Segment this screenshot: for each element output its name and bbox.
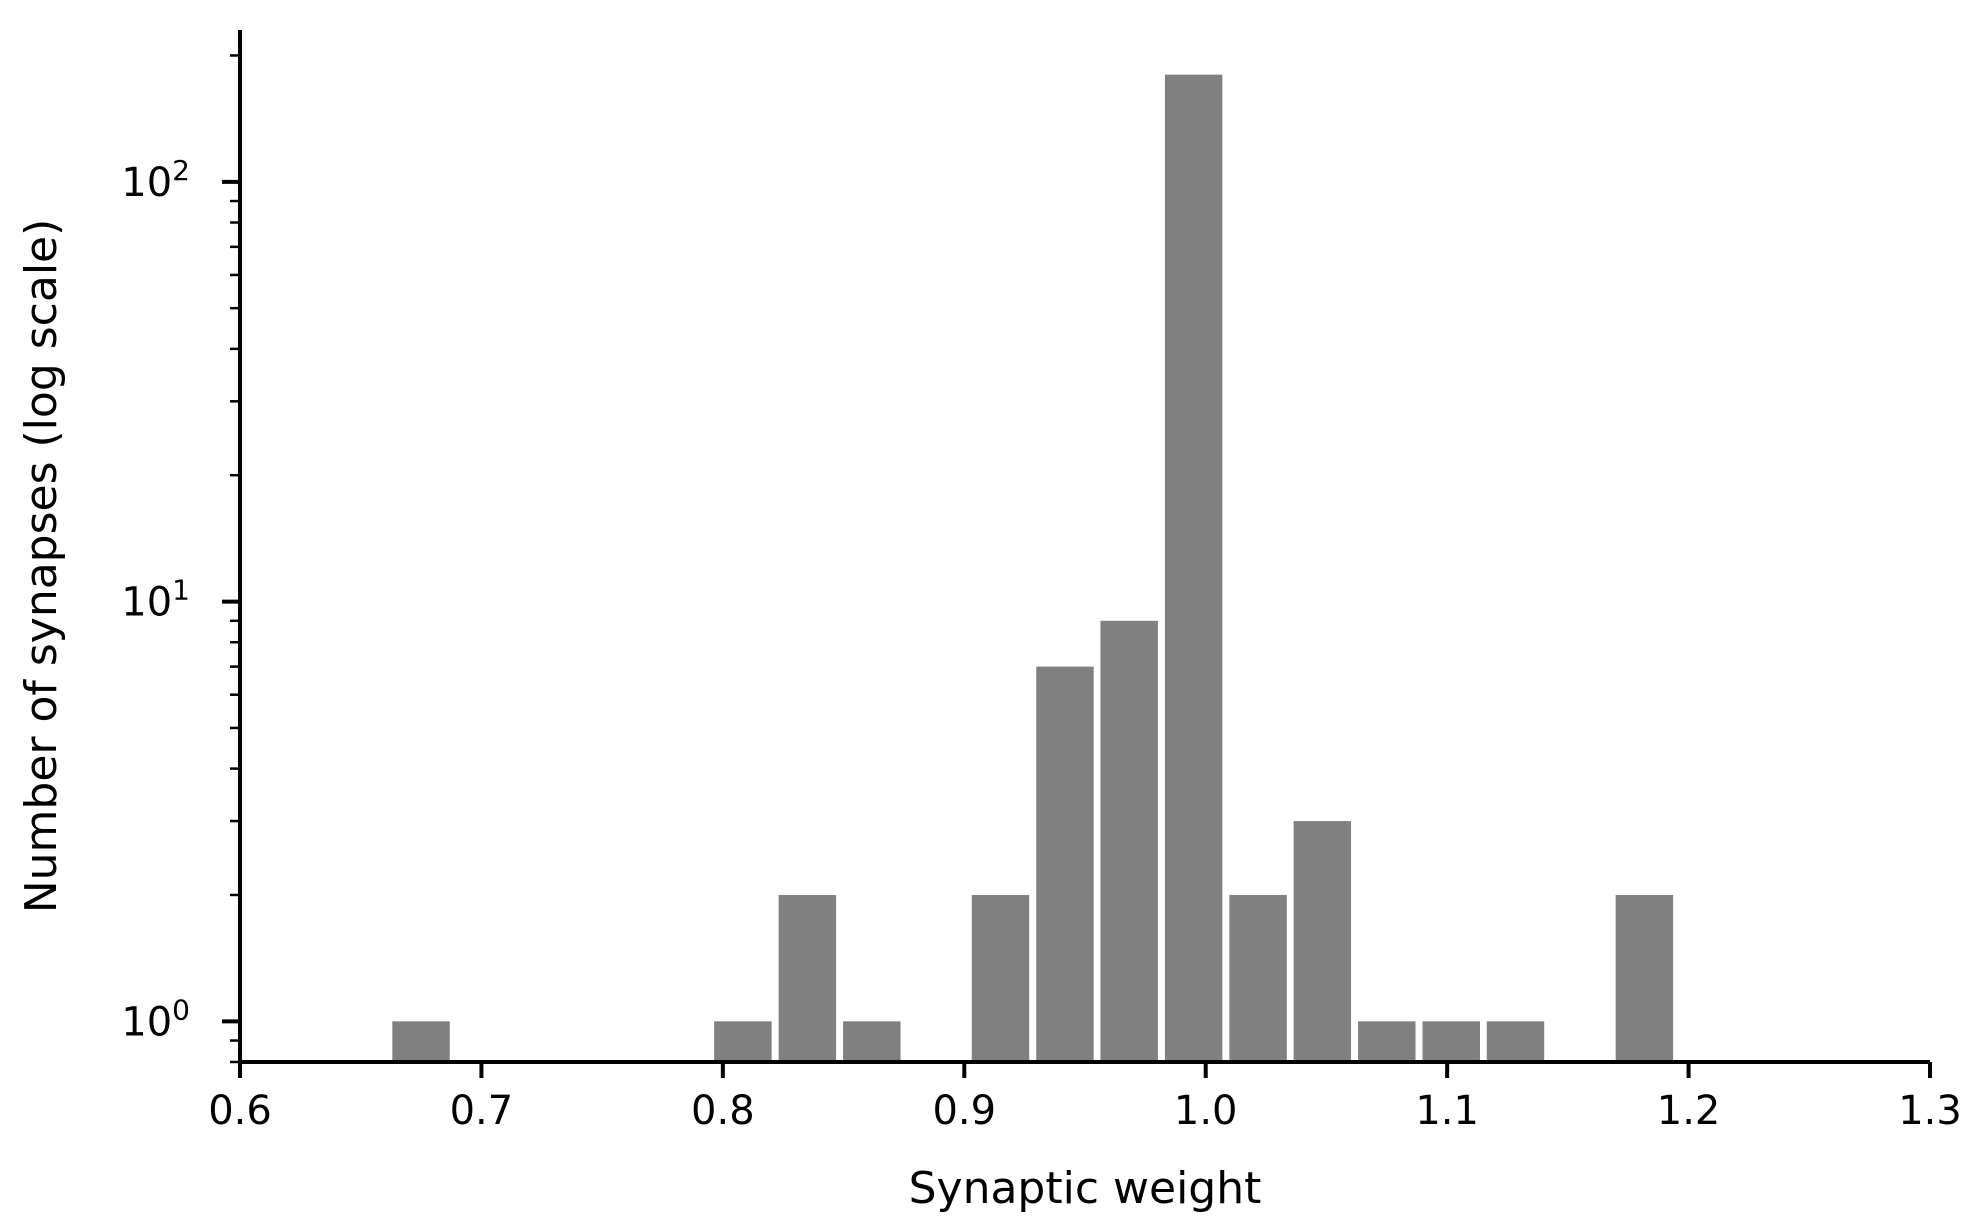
histogram-bar [392,1021,450,1062]
histogram-bar [714,1021,772,1062]
histogram-bar [1100,620,1158,1062]
y-tick-label: 101 [121,574,190,626]
histogram-bar [1615,894,1674,1062]
x-tick-label: 1.0 [1174,1088,1238,1134]
x-tick-label: 1.2 [1657,1088,1721,1134]
x-axis: 0.6 0.7 0.8 0.9 1.0 1.1 1.2 1.3 [208,1060,1962,1134]
x-tick-label: 1.3 [1898,1088,1962,1134]
histogram-bar [1036,666,1094,1062]
histogram-bar [971,894,1030,1062]
x-tick-label: 0.8 [691,1088,755,1134]
y-axis: 100 101 102 [121,30,242,1064]
x-tick-label: 1.1 [1415,1088,1479,1134]
y-tick-label: 100 [121,993,190,1045]
histogram-bar [1422,1021,1480,1062]
y-tick-label: 102 [121,154,190,206]
histogram-bar [778,894,837,1062]
histogram-bar [1293,821,1352,1062]
histogram-bar [1164,74,1223,1062]
x-tick-label: 0.6 [208,1088,272,1134]
histogram-bar [1229,894,1287,1062]
histogram-bar [1358,1021,1416,1062]
histogram-bar [843,1021,901,1062]
y-axis-label: Number of synapses (log scale) [16,219,67,914]
x-tick-label: 0.7 [450,1088,514,1134]
x-axis-label: Synaptic weight [909,1163,1262,1214]
histogram-bar [1486,1021,1545,1062]
bars-group [392,74,1674,1062]
x-tick-label: 0.9 [932,1088,996,1134]
